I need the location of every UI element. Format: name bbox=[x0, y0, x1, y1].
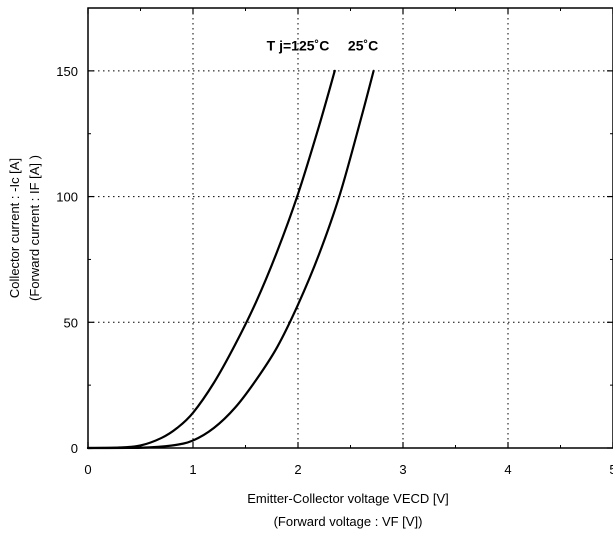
y-tick-label: 50 bbox=[64, 315, 78, 330]
y-tick-label: 0 bbox=[71, 441, 78, 456]
x-tick-label: 1 bbox=[189, 462, 196, 477]
annotations: T j=125˚C 25˚C bbox=[267, 38, 379, 54]
y-tick-label: 100 bbox=[56, 190, 78, 205]
x-tick-label: 3 bbox=[399, 462, 406, 477]
series-lines bbox=[86, 69, 375, 450]
x-tick-label: 2 bbox=[294, 462, 301, 477]
y-axis-title: Collector current : -Ic [A] bbox=[7, 158, 22, 298]
x-axis-subtitle: (Forward voltage : VF [V]) bbox=[274, 514, 423, 529]
x-tick-label: 0 bbox=[84, 462, 91, 477]
x-tick-label: 5 bbox=[609, 462, 613, 477]
plot-area-frame bbox=[87, 7, 613, 449]
x-axis-title: Emitter-Collector voltage VECD [V] bbox=[247, 491, 449, 506]
x-tick-label: 4 bbox=[504, 462, 511, 477]
curve-label: T j=125˚C bbox=[267, 38, 330, 54]
y-tick-label: 150 bbox=[56, 64, 78, 79]
series-line-tj125 bbox=[86, 69, 336, 450]
grid-lines bbox=[88, 8, 613, 448]
axis-ticks bbox=[87, 8, 613, 449]
curve-label: 25˚C bbox=[348, 38, 378, 54]
tick-labels: 012345050100150 bbox=[56, 64, 613, 477]
y-axis-subtitle: (Forward current : IF [A] ) bbox=[27, 155, 42, 301]
series-line-tj25 bbox=[86, 69, 375, 450]
